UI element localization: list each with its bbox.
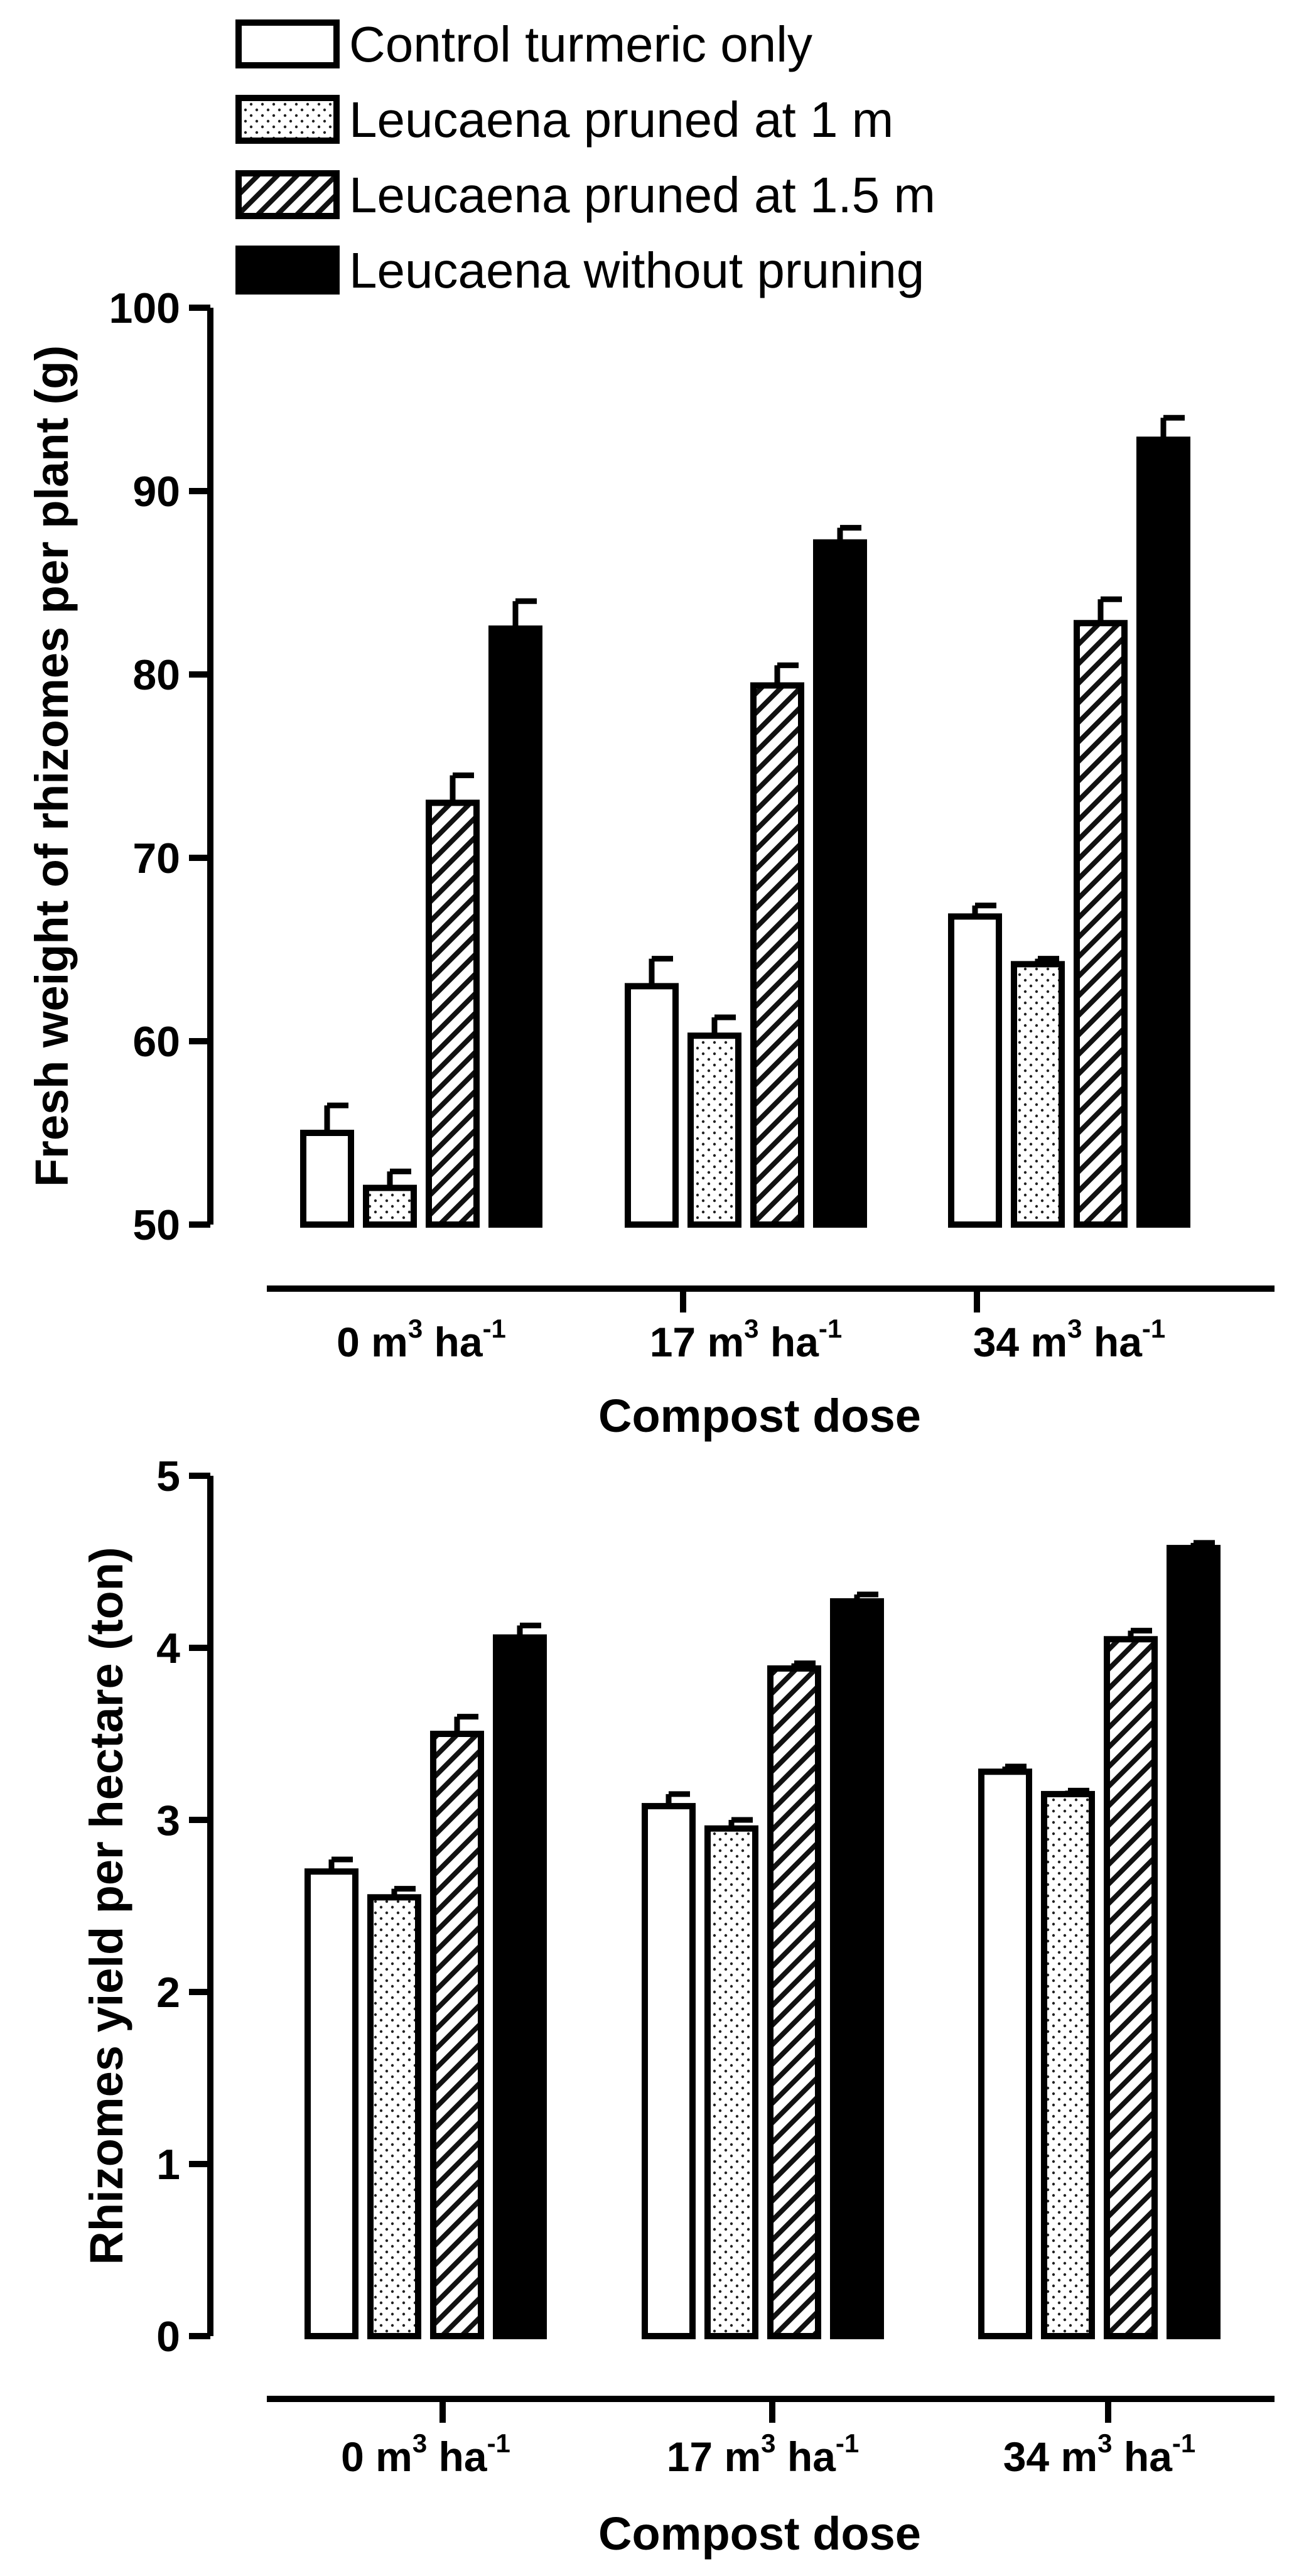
- legend: Control turmeric only Leucaena pruned at …: [235, 16, 935, 298]
- category-part: ha: [439, 2433, 488, 2480]
- category-part: 3: [761, 2428, 775, 2458]
- fresh-weight-chart: 50 60 70 80 90 100 Fresh weight of rhizomes pe…: [26, 284, 1275, 1442]
- category-part: 0: [337, 1319, 360, 1365]
- category-part: ha: [1094, 1319, 1143, 1365]
- bar-3-group-1: [426, 799, 480, 1228]
- legend-swatch-1: [235, 19, 340, 68]
- category-part: -1: [819, 1314, 842, 1343]
- category-part: m: [724, 2433, 761, 2480]
- legend-label-3: Leucaena pruned at 1.5 m: [349, 167, 935, 223]
- bar-1-group-3: [978, 1768, 1032, 2339]
- category-part: m: [375, 2433, 412, 2480]
- category-part: -1: [1172, 2428, 1195, 2458]
- x-category-label: 17 m3 ha-1: [650, 1300, 843, 1365]
- category-part: -1: [1142, 1314, 1165, 1343]
- bar-1-group-1: [305, 1868, 358, 2339]
- legend-swatch-2: [235, 95, 340, 144]
- bar-1-group-1: [300, 1130, 354, 1228]
- category-part: 3: [1067, 1314, 1082, 1343]
- legend-swatch-3: [235, 170, 340, 219]
- y-tick-label: 0: [156, 2313, 180, 2361]
- bar-2-group-3: [1041, 1790, 1095, 2339]
- category-part: 34: [973, 1319, 1020, 1365]
- y-tick-label: 3: [156, 1797, 180, 1844]
- y-tick-label: 100: [109, 284, 180, 332]
- x-category-label: 17 m3 ha-1: [667, 2415, 860, 2480]
- bar-1-group-2: [642, 1803, 696, 2340]
- y-tick-label: 4: [156, 1625, 180, 1672]
- bar-2-group-2: [704, 1825, 758, 2339]
- x-category-label: 34 m3 ha-1: [1003, 2415, 1196, 2480]
- category-part: m: [707, 1319, 744, 1365]
- y-tick-label: 70: [132, 835, 180, 882]
- category-part: 3: [744, 1314, 758, 1343]
- bar-3-group-3: [1074, 620, 1128, 1228]
- y-tick-label: 80: [132, 651, 180, 699]
- legend-label-1: Control turmeric only: [349, 16, 812, 72]
- category-part: m: [371, 1319, 408, 1365]
- y-tick-label: 5: [156, 1453, 180, 1500]
- category-part: 3: [412, 2428, 427, 2458]
- category-part: ha: [1124, 2433, 1173, 2480]
- x-category-label: 0 m3 ha-1: [337, 1300, 506, 1365]
- y-axis-title: Fresh weight of rhizomes per plant (g): [26, 345, 78, 1187]
- category-part: ha: [770, 1319, 819, 1365]
- y-tick-label: 1: [156, 2141, 180, 2189]
- bar-1-group-2: [625, 983, 679, 1228]
- bar-4-group-2: [813, 539, 867, 1228]
- bar-4-group-2: [830, 1598, 884, 2339]
- bar-2-group-2: [687, 1032, 741, 1228]
- category-part: 34: [1003, 2433, 1050, 2480]
- category-part: ha: [787, 2433, 836, 2480]
- bar-3-group-1: [430, 1731, 484, 2339]
- category-part: -1: [483, 1314, 506, 1343]
- category-part: -1: [487, 2428, 510, 2458]
- category-part: 3: [408, 1314, 423, 1343]
- x-axis-title: Compost dose: [598, 1390, 921, 1442]
- legend-label-2: Leucaena pruned at 1 m: [349, 92, 893, 148]
- x-category-label: 0 m3 ha-1: [341, 2415, 510, 2480]
- bar-3-group-2: [767, 1665, 821, 2339]
- y-tick-label: 60: [132, 1018, 180, 1066]
- bar-3-group-3: [1104, 1636, 1158, 2339]
- legend-label-4: Leucaena without pruning: [349, 242, 924, 298]
- bar-4-group-3: [1136, 436, 1190, 1228]
- category-part: 17: [667, 2433, 713, 2480]
- y-tick-label: 50: [132, 1201, 180, 1249]
- bar-2-group-1: [367, 1894, 421, 2340]
- category-part: 0: [341, 2433, 364, 2480]
- bar-2-group-3: [1011, 961, 1065, 1228]
- x-axis-title: Compost dose: [598, 2508, 921, 2560]
- category-part: ha: [434, 1319, 483, 1365]
- category-part: -1: [836, 2428, 859, 2458]
- category-part: m: [1060, 2433, 1097, 2480]
- bar-2-group-1: [363, 1184, 417, 1228]
- bar-4-group-1: [488, 625, 542, 1228]
- y-tick-label: 2: [156, 1969, 180, 2016]
- bar-4-group-1: [493, 1634, 547, 2339]
- bar-3-group-2: [750, 682, 804, 1228]
- y-axis-title: Rhizomes yield per hectare (ton): [80, 1547, 132, 2265]
- y-tick-label: 90: [132, 468, 180, 516]
- x-category-label: 34 m3 ha-1: [973, 1300, 1166, 1365]
- category-part: 3: [1097, 2428, 1112, 2458]
- bar-4-group-3: [1167, 1545, 1221, 2340]
- legend-swatch-4: [235, 246, 340, 295]
- category-part: m: [1030, 1319, 1067, 1365]
- bar-1-group-3: [948, 913, 1002, 1228]
- category-part: 17: [650, 1319, 696, 1365]
